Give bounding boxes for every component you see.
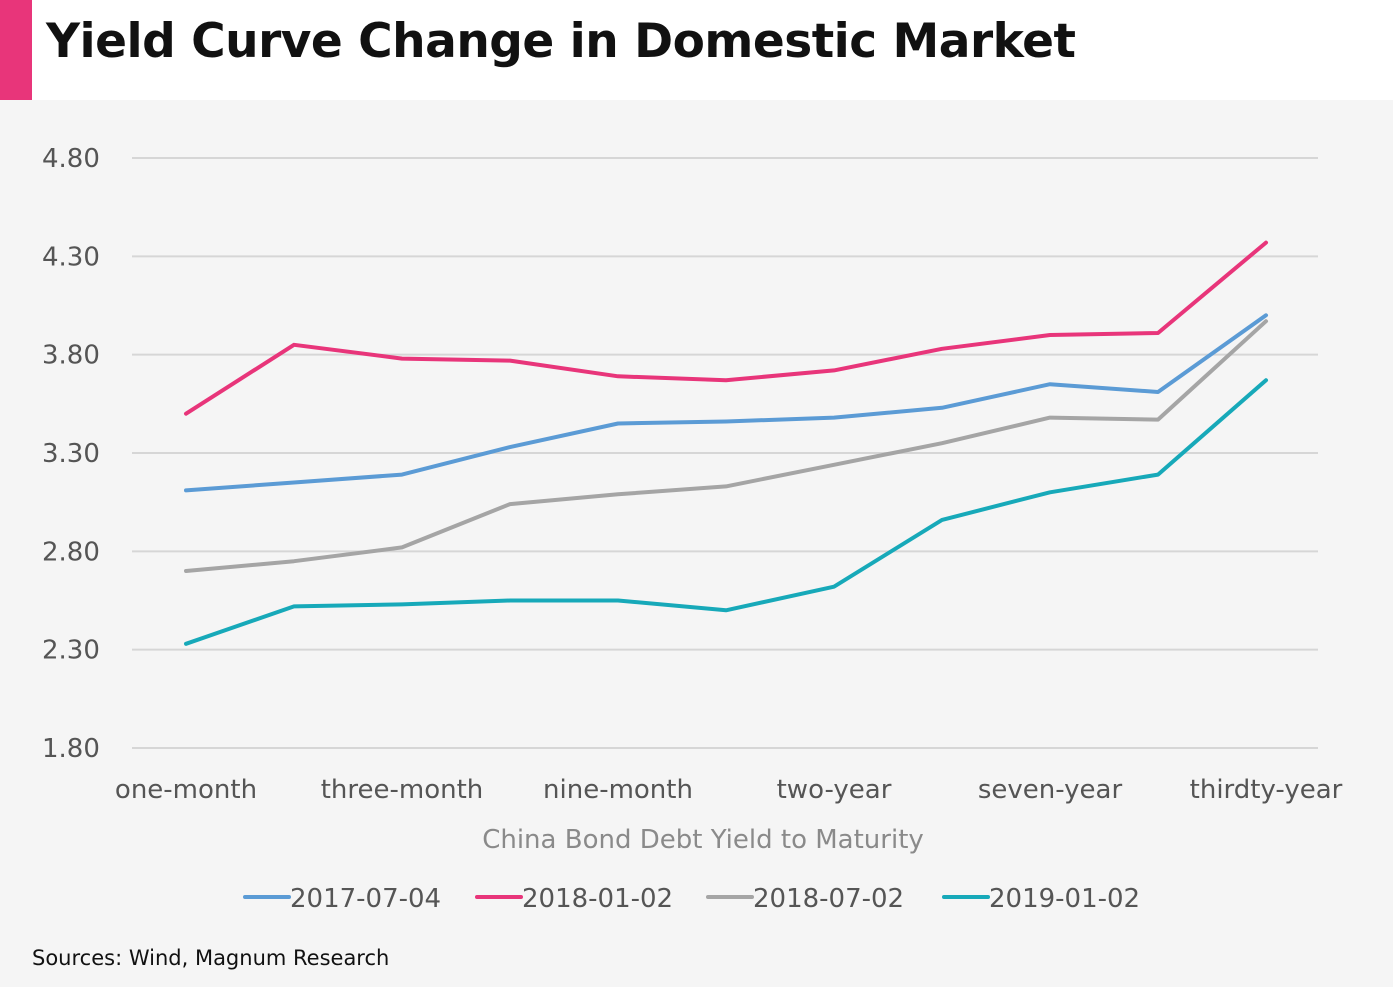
legend-label: 2018-07-02	[753, 884, 904, 914]
x-axis-tick-labels: one-month three-month nine-month two-year se…	[115, 775, 1343, 805]
x-tick-label: one-month	[115, 775, 257, 805]
legend-label: 2018-01-02	[522, 884, 673, 914]
legend-label: 2017-07-04	[290, 884, 441, 914]
y-tick-label: 4.80	[42, 144, 100, 174]
series-line-2018-01-02	[184, 240, 1268, 416]
page-title: Yield Curve Change in Domestic Market	[46, 14, 1076, 69]
gridlines	[132, 157, 1318, 749]
y-tick-label: 3.30	[42, 439, 100, 469]
legend-label: 2019-01-02	[989, 884, 1140, 914]
series-line-2017-07-04	[184, 313, 1268, 493]
series-line-2019-01-02	[184, 378, 1268, 646]
x-tick-label: nine-month	[543, 775, 693, 805]
x-tick-label: two-year	[777, 775, 892, 805]
x-axis-label: China Bond Debt Yield to Maturity	[482, 825, 924, 855]
x-tick-label: three-month	[321, 775, 484, 805]
x-tick-label: thirdty-year	[1190, 775, 1343, 805]
series-lines	[184, 240, 1268, 646]
y-tick-label: 1.80	[42, 734, 100, 764]
source-note: Sources: Wind, Magnum Research	[32, 946, 390, 970]
y-tick-label: 2.30	[42, 636, 100, 666]
y-axis-tick-labels: 1.80 2.30 2.80 3.30 3.80 4.30 4.80	[42, 144, 100, 764]
title-bar	[0, 0, 1393, 100]
series-line-2018-07-02	[184, 319, 1268, 573]
title-accent-bar	[0, 0, 32, 100]
line-chart: 1.80 2.30 2.80 3.30 3.80 4.30 4.80 one-month th…	[42, 144, 1343, 914]
y-tick-label: 4.30	[42, 242, 100, 272]
y-tick-label: 2.80	[42, 537, 100, 567]
x-tick-label: seven-year	[978, 775, 1123, 805]
legend: 2017-07-04 2018-01-02 2018-07-02 2019-01-02	[243, 884, 1140, 914]
y-tick-label: 3.80	[42, 341, 100, 371]
